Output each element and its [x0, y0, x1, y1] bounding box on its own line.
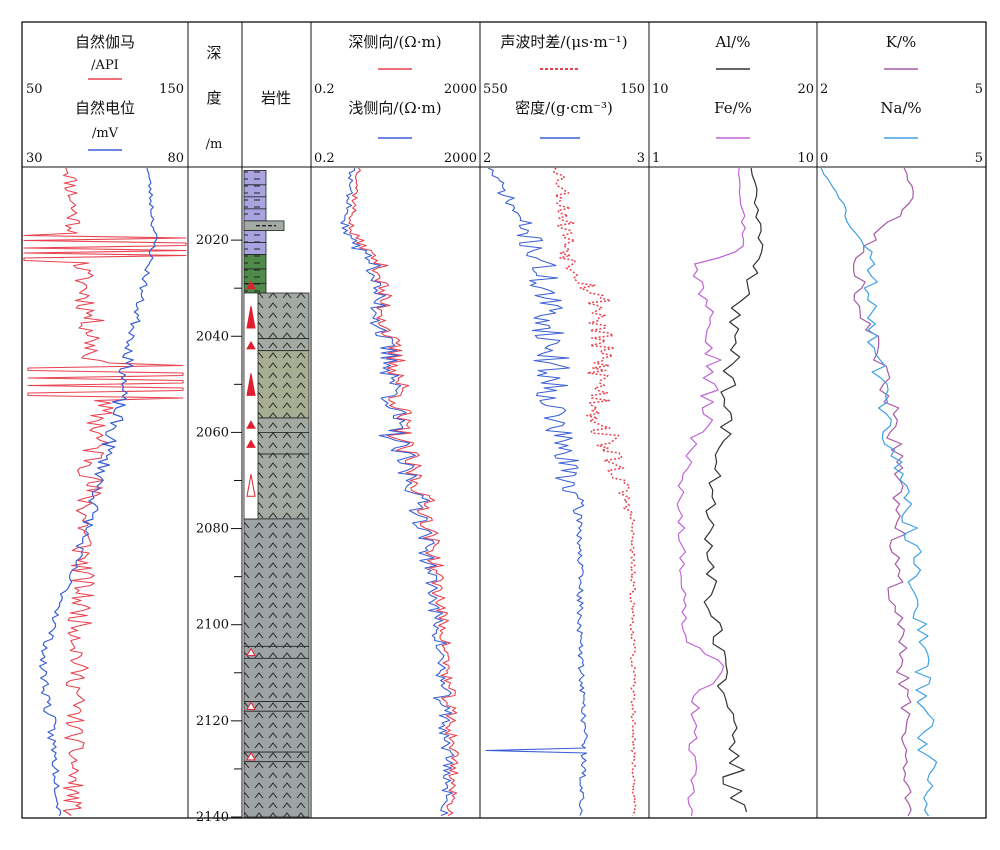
depth-tick-label: 2040: [196, 329, 229, 344]
sample-marker-strip: [243, 292, 259, 520]
sample-marker: [246, 474, 256, 497]
depth-title-unit: /m: [206, 137, 223, 152]
depth-tick-label: 2100: [196, 618, 229, 633]
curve-title-density: 密度/(g·cm⁻³): [515, 99, 613, 117]
scale-min-sp: 30: [26, 151, 43, 166]
scale-max-na: 5: [975, 151, 983, 166]
lithology-pattern: [244, 268, 266, 284]
sample-marker: [246, 751, 256, 761]
lithology-pattern: [244, 230, 266, 243]
scale-max-sonic: 150: [620, 82, 645, 97]
lithology-title: 岩性: [261, 89, 291, 107]
sample-marker: [246, 305, 256, 329]
curve-title-k: K/%: [886, 33, 917, 51]
sample-marker: [246, 647, 256, 657]
lithology-pattern: [244, 417, 309, 433]
lithology-pattern: [244, 432, 309, 455]
track-6-curves: [820, 168, 938, 817]
depth-track: 2020 2040 2060 2080 2100 2120 2140: [196, 233, 242, 825]
track-5-header: Al/% 10 20 Fe/% 1 10: [652, 33, 814, 166]
scale-min-k: 2: [820, 82, 828, 97]
scale-max-deep-lateral: 2000: [444, 82, 477, 97]
scale-min-na: 0: [820, 151, 828, 166]
lithology-pattern: [244, 196, 266, 209]
scale-min-deep-lateral: 0.2: [314, 82, 335, 97]
depth-title-char-2: 度: [206, 89, 221, 107]
depth-header: 深 度 /m: [206, 44, 223, 152]
depth-tick-label: 2120: [196, 714, 229, 729]
curves-layer: [23, 168, 938, 817]
scale-max-k: 5: [975, 82, 983, 97]
curve-title-sonic: 声波时差/(μs·m⁻¹): [500, 33, 627, 51]
lithology-pattern: [244, 170, 266, 185]
track-3-curves: [340, 168, 459, 817]
lithology-pattern: [244, 184, 266, 197]
scale-min-fe: 1: [652, 151, 660, 166]
lithology-pattern: [244, 711, 309, 753]
scale-min-density: 2: [483, 151, 491, 166]
curve-title-na: Na/%: [880, 99, 921, 117]
curve-na: [820, 168, 938, 817]
sample-marker: [246, 439, 256, 448]
curve-title-deep-lateral: 深侧向/(Ω·m): [348, 33, 441, 51]
scale-max-al: 20: [797, 82, 814, 97]
sample-marker: [246, 340, 256, 350]
scale-max-shallow-lateral: 2000: [444, 151, 477, 166]
lithology-pattern: [244, 658, 309, 702]
scale-max-gr: 150: [159, 82, 184, 97]
lithology-pattern: [244, 752, 309, 762]
curve-title-gr: 自然伽马: [75, 33, 135, 51]
curve-title-shallow-lateral: 浅侧向/(Ω·m): [348, 99, 441, 117]
curve-title-sp: 自然电位: [75, 99, 135, 117]
curve-unit-gr: /API: [91, 58, 119, 73]
lithology-pattern: [244, 242, 266, 255]
track-3-header: 深侧向/(Ω·m) 0.2 2000 浅侧向/(Ω·m) 0.2 2000: [314, 33, 477, 166]
depth-tick-label: 2020: [196, 233, 229, 248]
lithology-pattern: [244, 646, 309, 659]
curve-k: [853, 168, 914, 817]
depth-tick-label: 2080: [196, 522, 229, 537]
curve-al: [703, 168, 764, 813]
depth-title-char-1: 深: [206, 44, 221, 62]
scale-min-sonic: 550: [483, 82, 508, 97]
depth-tick-label: 2060: [196, 425, 229, 440]
curve-title-al: Al/%: [715, 33, 751, 51]
track-4-curves: [485, 168, 637, 816]
lithology-pattern: [244, 338, 309, 351]
lithology-pattern: [244, 208, 266, 221]
sample-marker: [246, 701, 256, 710]
lithology-column: [243, 170, 310, 818]
curve-unit-sp: /mV: [92, 126, 119, 141]
sample-marker: [246, 420, 256, 429]
lithology-pattern: [244, 761, 309, 817]
curve-fe: [676, 168, 746, 817]
sample-marker: [246, 280, 256, 290]
curve-density: [485, 168, 588, 816]
track-5-curves: [676, 168, 764, 817]
curve-shallow-lateral: [340, 168, 455, 817]
curve-sp: [39, 168, 158, 817]
sample-marker: [246, 373, 256, 396]
scale-min-gr: 50: [26, 82, 43, 97]
lithology-pattern: [244, 701, 309, 712]
diagram-frame: [21, 21, 987, 819]
track-6-header: K/% 2 5 Na/% 0 5: [820, 33, 983, 166]
curve-sonic: [552, 168, 637, 816]
track-1-header: 自然伽马 /API 50 150 自然电位 /mV 30 80: [26, 33, 184, 166]
curve-gr: [23, 168, 187, 816]
scale-min-shallow-lateral: 0.2: [314, 151, 335, 166]
scale-max-sp: 80: [167, 151, 184, 166]
scale-min-al: 10: [652, 82, 669, 97]
lithology-pattern: [244, 518, 309, 647]
scale-max-fe: 10: [797, 151, 814, 166]
depth-tick-label: 2140: [196, 810, 229, 825]
curve-title-fe: Fe/%: [714, 99, 752, 117]
curve-deep-lateral: [348, 168, 459, 816]
track-4-header: 声波时差/(μs·m⁻¹) 550 150 密度/(g·cm⁻³) 2 3: [483, 33, 645, 166]
scale-max-density: 3: [637, 151, 645, 166]
track-1-curves: [23, 168, 187, 817]
lithology-pattern: [244, 254, 266, 269]
